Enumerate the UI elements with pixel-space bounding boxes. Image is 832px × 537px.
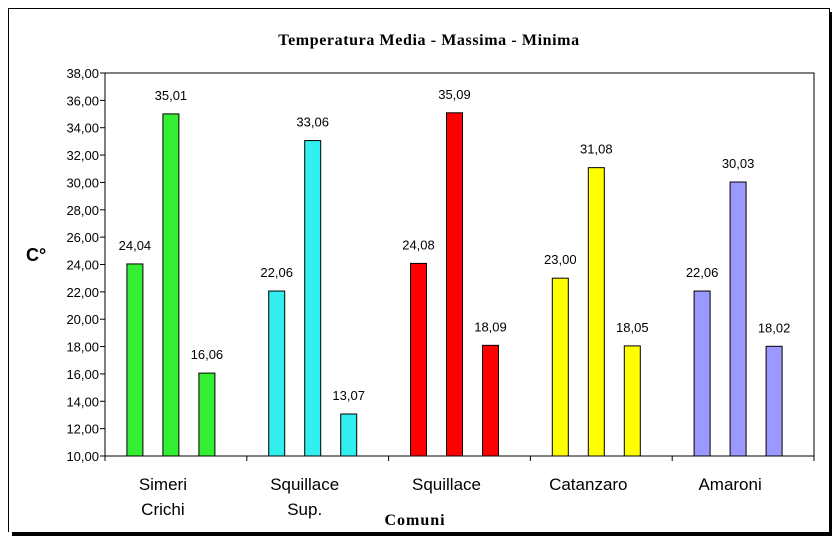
data-label: 18,05 — [616, 320, 649, 335]
category-label: Crichi — [141, 500, 184, 519]
bar — [268, 290, 286, 457]
data-label: 35,01 — [155, 88, 188, 103]
y-tick-label: 30,00 — [66, 175, 99, 190]
bar — [340, 413, 358, 457]
bar — [126, 263, 144, 457]
data-label: 31,08 — [580, 142, 613, 157]
data-label: 24,08 — [402, 237, 435, 252]
y-tick-label: 32,00 — [66, 148, 99, 163]
y-tick-label: 16,00 — [66, 367, 99, 382]
y-tick-label: 38,00 — [66, 66, 99, 81]
chart-area: Temperatura Media - Massima - Minima C° … — [8, 8, 830, 532]
y-tick-label: 22,00 — [66, 285, 99, 300]
bar — [551, 277, 569, 457]
data-label: 13,07 — [332, 388, 365, 403]
bar — [482, 344, 499, 457]
plot-area: 10,00 12,00 14,00 16,00 18,00 20,00 22,00 24,00… — [66, 66, 815, 519]
bar — [765, 345, 783, 457]
y-tick-label: 24,00 — [66, 258, 99, 273]
data-label: 22,06 — [260, 265, 293, 280]
category-label: Sup. — [287, 500, 322, 519]
bar — [693, 290, 711, 457]
category-label: Simeri — [139, 475, 187, 494]
y-tick-label: 36,00 — [66, 93, 99, 108]
y-tick-label: 26,00 — [66, 230, 99, 245]
chart-title: Temperatura Media - Massima - Minima — [278, 32, 579, 49]
data-label: 18,09 — [474, 319, 507, 334]
data-label: 35,09 — [438, 87, 471, 102]
category-label: Amaroni — [698, 475, 761, 494]
y-axis-label: C° — [26, 245, 46, 265]
data-label: 33,06 — [296, 115, 329, 130]
bar — [162, 113, 180, 457]
data-label: 18,02 — [758, 320, 791, 335]
y-tick-label: 12,00 — [66, 422, 99, 437]
data-label: 22,06 — [686, 265, 719, 280]
bar — [304, 140, 322, 457]
bar-chart: Temperatura Media - Massima - Minima C° … — [26, 32, 815, 529]
data-label: 23,00 — [544, 252, 577, 267]
bar — [198, 372, 216, 457]
category-label: Squillace — [412, 475, 481, 494]
data-label: 24,04 — [119, 238, 152, 253]
y-tick-label: 18,00 — [66, 340, 99, 355]
y-tick-label: 10,00 — [66, 449, 99, 464]
data-label: 16,06 — [191, 347, 224, 362]
x-axis-label: Comuni — [384, 512, 445, 529]
category-label: Squillace — [270, 475, 339, 494]
bar — [446, 112, 463, 457]
y-tick-label: 28,00 — [66, 203, 99, 218]
bar — [410, 262, 427, 457]
bar — [729, 181, 747, 457]
data-label: 30,03 — [722, 156, 755, 171]
bar — [587, 167, 605, 457]
y-tick-label: 20,00 — [66, 312, 99, 327]
y-tick-label: 14,00 — [66, 394, 99, 409]
y-tick-label: 34,00 — [66, 121, 99, 136]
category-label: Catanzaro — [549, 475, 627, 494]
bar — [623, 345, 641, 457]
